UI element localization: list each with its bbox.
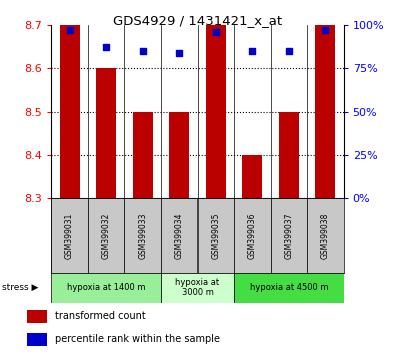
Point (249, 48, 256, 53)
Point (139, 48, 146, 53)
Text: GSM399035: GSM399035 (211, 212, 220, 259)
Bar (206, 25, 226, 198)
Bar (315, 25, 335, 198)
Point (103, 45, 109, 50)
Bar (133, 112, 153, 198)
Bar (27, 333, 47, 346)
Text: GSM399031: GSM399031 (65, 212, 74, 259)
Point (322, 27, 329, 33)
Point (66, 27, 73, 33)
Text: transformed count: transformed count (55, 311, 145, 321)
Bar (51, 198, 88, 273)
Text: GDS4929 / 1431421_x_at: GDS4929 / 1431421_x_at (113, 14, 282, 27)
Bar (307, 198, 344, 273)
Bar (198, 198, 234, 273)
Text: percentile rank within the sample: percentile rank within the sample (55, 334, 220, 344)
Bar (279, 112, 299, 198)
Bar (169, 112, 189, 198)
Text: GSM399036: GSM399036 (248, 212, 257, 259)
Point (213, 29, 219, 35)
Text: GSM399032: GSM399032 (102, 212, 111, 259)
Text: hypoxia at 1400 m: hypoxia at 1400 m (67, 283, 145, 292)
Bar (96, 68, 116, 198)
Bar (161, 273, 234, 303)
Bar (234, 273, 344, 303)
Bar (124, 198, 161, 273)
Bar (271, 198, 307, 273)
Bar (234, 198, 271, 273)
Bar (27, 310, 47, 323)
Bar (161, 198, 198, 273)
Text: stress ▶: stress ▶ (2, 283, 38, 292)
Bar (51, 273, 161, 303)
Bar (60, 25, 80, 198)
Bar (88, 198, 124, 273)
Point (286, 48, 292, 53)
Bar (242, 155, 262, 198)
Text: hypoxia at
3000 m: hypoxia at 3000 m (175, 278, 220, 297)
Text: hypoxia at 4500 m: hypoxia at 4500 m (250, 283, 328, 292)
Point (176, 50, 182, 55)
Text: GSM399034: GSM399034 (175, 212, 184, 259)
Text: GSM399037: GSM399037 (284, 212, 293, 259)
Text: GSM399038: GSM399038 (321, 212, 330, 259)
Text: GSM399033: GSM399033 (138, 212, 147, 259)
